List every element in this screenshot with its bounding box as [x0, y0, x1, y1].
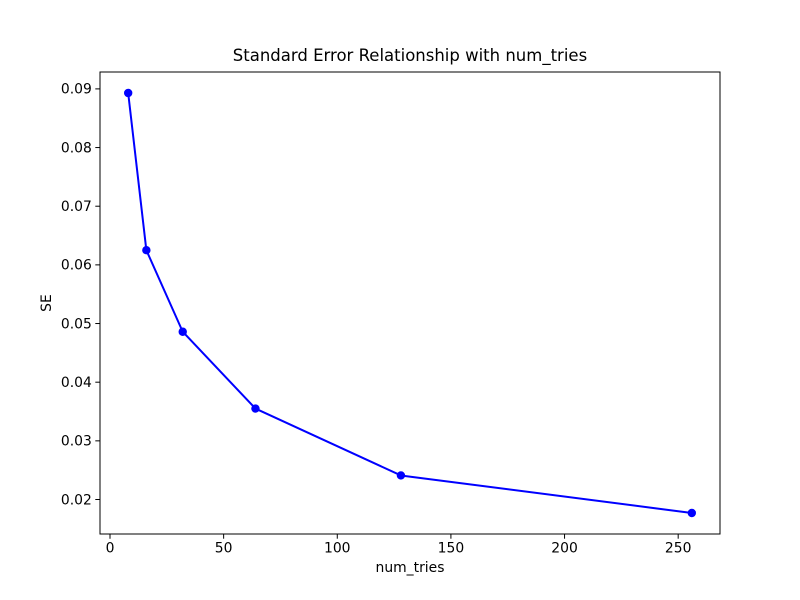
data-point: [178, 327, 187, 336]
data-point: [251, 404, 260, 413]
y-tick-label: 0.05: [61, 316, 92, 332]
plot-background: [100, 72, 720, 534]
y-tick-label: 0.09: [61, 82, 92, 98]
y-tick-label: 0.07: [61, 199, 92, 215]
plot-area: 0 50 100 150 200 250 0.02 0.03 0.04 0.05 0.06 0.07 0…: [61, 71, 721, 557]
y-tick-label: 0.06: [61, 258, 92, 274]
y-axis-label: SE: [39, 294, 55, 312]
axes-frame: [99, 71, 721, 535]
data-point: [123, 88, 133, 98]
chart-title: Standard Error Relationship with num_tri…: [233, 46, 587, 66]
data-line: [127, 92, 693, 514]
x-tick-label: 0: [106, 541, 115, 557]
data-point: [687, 508, 697, 518]
x-tick-label: 200: [551, 541, 578, 557]
y-tick-label: 0.02: [61, 492, 92, 508]
data-point: [142, 246, 151, 255]
x-axis-label: num_tries: [376, 560, 445, 576]
x-tick-label: 100: [324, 541, 351, 557]
x-tick-label: 50: [215, 541, 233, 557]
y-tick-label: 0.04: [61, 375, 92, 391]
x-tick-label: 250: [665, 541, 692, 557]
y-tick-label: 0.08: [61, 140, 92, 156]
y-tick-label: 0.03: [61, 434, 92, 450]
x-tick-label: 150: [438, 541, 465, 557]
data-point: [396, 471, 406, 480]
